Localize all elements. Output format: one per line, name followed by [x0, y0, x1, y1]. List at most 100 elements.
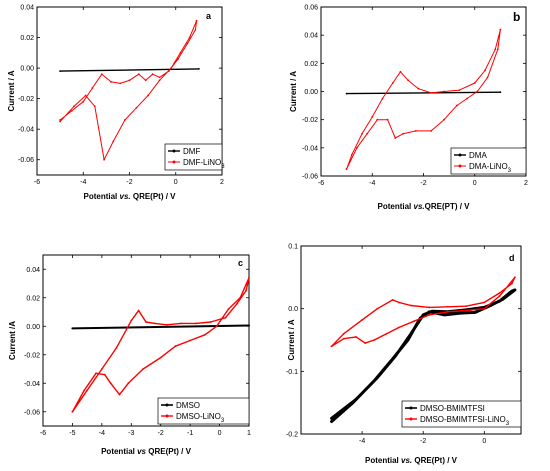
y-tick-label: 0.1 — [288, 244, 298, 251]
data-point — [361, 132, 363, 135]
data-point — [112, 140, 115, 143]
data-point — [342, 337, 345, 340]
data-point — [59, 70, 62, 73]
data-point — [455, 104, 458, 107]
panel-letter: b — [513, 10, 520, 24]
data-point — [391, 298, 394, 301]
data-point — [443, 118, 445, 121]
data-point — [483, 301, 486, 304]
data-point — [355, 335, 357, 338]
legend-marker — [458, 153, 462, 157]
data-point — [513, 276, 516, 279]
chart-panel-b: -6 -4 -2 0 2 0.06 0.04 0.02 0.00 -0.02 -0.04 -0.06 P… — [289, 5, 528, 212]
data-point — [189, 339, 192, 342]
data-point — [373, 379, 376, 382]
data-point — [397, 301, 400, 304]
data-point — [466, 97, 468, 100]
data-point — [197, 67, 200, 70]
data-point — [414, 130, 417, 132]
data-point — [179, 51, 182, 54]
data-point — [82, 100, 85, 103]
y-axis-label: Current / A — [287, 319, 296, 360]
data-point — [385, 332, 388, 335]
data-point — [330, 420, 333, 423]
data-point — [430, 92, 433, 94]
y-tick-label: -0.2 — [286, 432, 298, 439]
data-point — [93, 105, 96, 108]
data-point — [413, 320, 415, 323]
data-point — [135, 106, 138, 109]
data-point — [158, 76, 161, 79]
x-tick-label: 0 — [218, 430, 222, 437]
data-point — [510, 290, 513, 293]
data-point — [345, 92, 348, 95]
data-point — [142, 368, 144, 370]
data-point — [165, 323, 168, 326]
data-point — [174, 345, 177, 348]
data-point — [476, 90, 479, 93]
x-tick-label: -4 — [359, 438, 365, 445]
data-point — [410, 332, 412, 335]
data-point — [364, 342, 367, 345]
data-point — [137, 309, 140, 312]
y-axis-label: Current / A — [7, 70, 16, 111]
data-point — [355, 398, 357, 401]
data-point — [399, 70, 402, 73]
x-tick-label: -2 — [158, 430, 164, 437]
chart-panel-a: -6 -4 -2 0 2 0.04 0.02 0.00 -0.02 -0.04 -0.06 Poten… — [7, 5, 225, 202]
legend-entry-label: DMA — [469, 151, 487, 160]
data-point — [489, 304, 492, 307]
x-tick-label: -6 — [40, 430, 46, 437]
x-axis-label: Potential vs QRE(Pt) / V — [101, 447, 191, 456]
legend-entry-label: DMSO-BMIMTFSI — [420, 404, 485, 413]
data-point — [59, 119, 62, 121]
data-point — [159, 356, 162, 359]
data-point — [130, 319, 133, 322]
legend-marker — [409, 417, 413, 421]
x-axis-label: Potential vs. QRE(Pt) / V — [83, 192, 176, 201]
data-point — [224, 316, 227, 319]
x-tick-label: 0 — [482, 438, 486, 445]
data-point — [103, 373, 106, 376]
series-line-solvent — [71, 324, 250, 330]
legend-box — [450, 147, 527, 175]
data-point — [167, 70, 170, 73]
y-tick-label: 0.04 — [304, 33, 318, 40]
data-point — [70, 109, 73, 112]
x-tick-label: -2 — [420, 438, 426, 445]
data-point — [195, 19, 198, 22]
data-point — [147, 94, 149, 97]
series-line-solvent — [59, 68, 200, 72]
data-point — [248, 324, 250, 327]
data-point — [86, 389, 89, 392]
data-point — [91, 87, 94, 89]
data-point — [366, 132, 369, 135]
data-point — [342, 332, 345, 335]
data-point — [100, 368, 103, 370]
data-point — [394, 137, 397, 139]
data-point — [145, 321, 147, 323]
data-point — [177, 58, 179, 60]
data-point — [391, 82, 394, 84]
legend-marker — [409, 406, 413, 410]
data-point — [446, 305, 449, 308]
y-axis-label: Current /A — [8, 321, 17, 360]
data-point — [510, 282, 513, 285]
legend-box — [401, 400, 522, 428]
data-point — [501, 298, 504, 301]
data-point — [376, 118, 379, 121]
data-point — [59, 120, 62, 123]
data-point — [513, 288, 516, 291]
data-point — [248, 276, 250, 279]
data-point — [186, 42, 189, 45]
x-axis-label: Potential vs. QRE(Pt) / V — [365, 456, 458, 465]
data-point — [227, 308, 230, 311]
data-point — [494, 48, 497, 51]
data-point — [118, 393, 121, 396]
data-point — [417, 87, 420, 90]
y-tick-label: -0.02 — [18, 96, 34, 103]
data-point — [371, 115, 374, 118]
